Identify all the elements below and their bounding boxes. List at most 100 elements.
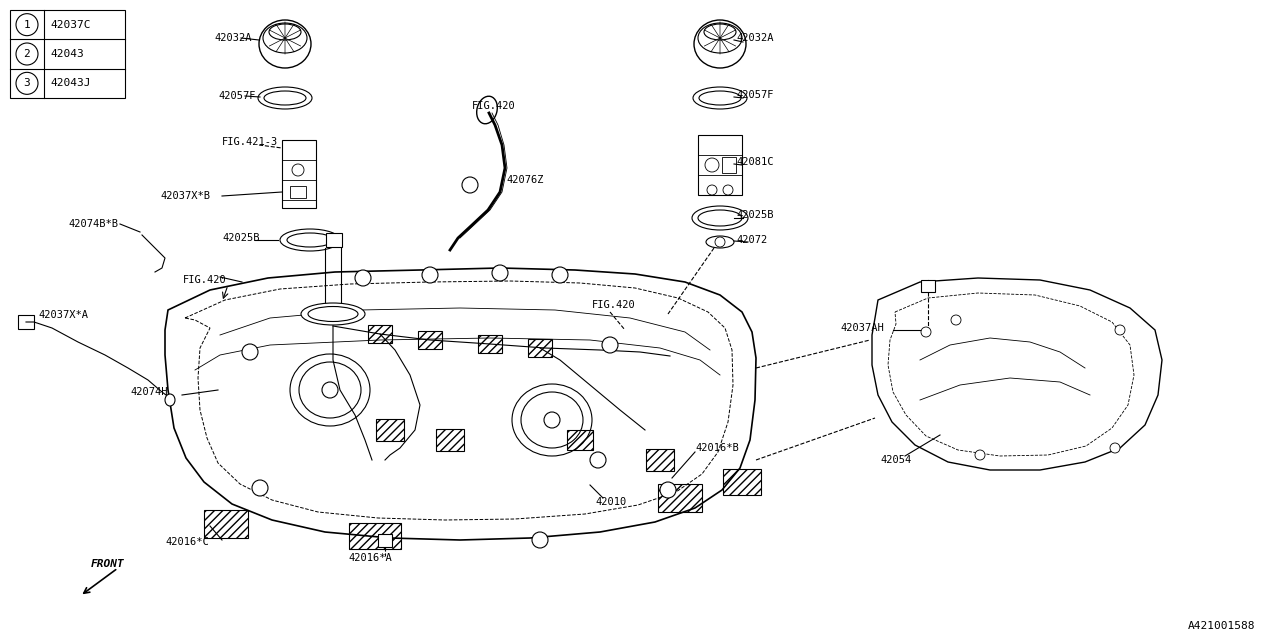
Text: 42016*C: 42016*C bbox=[165, 537, 209, 547]
Text: 42032A: 42032A bbox=[214, 33, 251, 43]
Text: 42074B*B: 42074B*B bbox=[68, 219, 118, 229]
Circle shape bbox=[492, 265, 508, 281]
Text: 42016*B: 42016*B bbox=[695, 443, 739, 453]
Text: 3: 3 bbox=[23, 78, 31, 88]
Text: 42057F: 42057F bbox=[736, 90, 773, 100]
Circle shape bbox=[552, 267, 568, 283]
Circle shape bbox=[723, 185, 733, 195]
Text: 42010: 42010 bbox=[595, 497, 626, 507]
Polygon shape bbox=[165, 268, 756, 540]
Text: B: B bbox=[332, 235, 337, 245]
Ellipse shape bbox=[704, 24, 736, 40]
Text: 42037AH: 42037AH bbox=[840, 323, 883, 333]
Text: 42016*A: 42016*A bbox=[348, 553, 392, 563]
Text: A: A bbox=[925, 281, 931, 291]
Text: 42025B: 42025B bbox=[736, 210, 773, 220]
Ellipse shape bbox=[699, 91, 741, 105]
Bar bbox=[349, 523, 401, 549]
Bar bbox=[204, 510, 248, 538]
Circle shape bbox=[292, 164, 305, 176]
Circle shape bbox=[590, 452, 605, 468]
Bar bbox=[436, 429, 465, 451]
Circle shape bbox=[422, 267, 438, 283]
Ellipse shape bbox=[698, 23, 742, 53]
Text: FIG.420: FIG.420 bbox=[472, 101, 516, 111]
Ellipse shape bbox=[692, 87, 748, 109]
Text: 42074H: 42074H bbox=[131, 387, 168, 397]
Text: 42037X*A: 42037X*A bbox=[38, 310, 88, 320]
Text: 42043J: 42043J bbox=[50, 78, 91, 88]
Circle shape bbox=[355, 270, 371, 286]
Bar bbox=[419, 331, 442, 349]
Text: 42032A: 42032A bbox=[736, 33, 773, 43]
Circle shape bbox=[707, 185, 717, 195]
Circle shape bbox=[922, 327, 931, 337]
Ellipse shape bbox=[165, 394, 175, 406]
Text: 2: 2 bbox=[23, 49, 31, 59]
Polygon shape bbox=[872, 278, 1162, 470]
Bar bbox=[10, 10, 125, 98]
Text: 42076Z: 42076Z bbox=[506, 175, 544, 185]
Circle shape bbox=[323, 382, 338, 398]
Ellipse shape bbox=[707, 236, 733, 248]
Ellipse shape bbox=[308, 307, 358, 321]
Text: A: A bbox=[381, 535, 388, 545]
Circle shape bbox=[660, 482, 676, 498]
Circle shape bbox=[1115, 325, 1125, 335]
Bar bbox=[658, 484, 701, 512]
Bar bbox=[723, 469, 762, 495]
Text: 1: 1 bbox=[328, 385, 333, 395]
Text: FIG.420: FIG.420 bbox=[183, 275, 227, 285]
Bar bbox=[18, 315, 35, 329]
Text: FRONT: FRONT bbox=[91, 559, 125, 569]
Circle shape bbox=[975, 450, 986, 460]
Text: 3: 3 bbox=[557, 270, 563, 280]
Bar bbox=[646, 449, 675, 471]
Circle shape bbox=[242, 344, 259, 360]
Text: 42043: 42043 bbox=[50, 49, 83, 59]
Text: 42037X*B: 42037X*B bbox=[160, 191, 210, 201]
Circle shape bbox=[951, 315, 961, 325]
Circle shape bbox=[462, 177, 477, 193]
Bar bbox=[291, 186, 306, 198]
Text: 42054: 42054 bbox=[881, 455, 911, 465]
Text: A421001588: A421001588 bbox=[1188, 621, 1254, 631]
Circle shape bbox=[15, 43, 38, 65]
Ellipse shape bbox=[262, 23, 307, 53]
Text: 3: 3 bbox=[607, 340, 613, 350]
Bar bbox=[376, 419, 404, 441]
Bar bbox=[567, 430, 593, 450]
Bar bbox=[922, 280, 934, 292]
Circle shape bbox=[544, 412, 561, 428]
Text: 42037C: 42037C bbox=[50, 20, 91, 29]
Ellipse shape bbox=[259, 87, 312, 109]
Circle shape bbox=[15, 13, 38, 36]
Bar bbox=[378, 534, 392, 547]
Text: 42081C: 42081C bbox=[736, 157, 773, 167]
Bar bbox=[326, 233, 342, 247]
Circle shape bbox=[532, 532, 548, 548]
Text: 42025B: 42025B bbox=[221, 233, 260, 243]
Ellipse shape bbox=[301, 303, 365, 325]
Text: 1: 1 bbox=[467, 180, 472, 190]
Ellipse shape bbox=[264, 91, 306, 105]
Ellipse shape bbox=[692, 206, 748, 230]
Ellipse shape bbox=[259, 20, 311, 68]
Text: 42072: 42072 bbox=[736, 235, 767, 245]
Bar bbox=[722, 157, 736, 173]
Text: 42057F: 42057F bbox=[218, 91, 256, 101]
Text: 3: 3 bbox=[257, 483, 262, 493]
Text: 3: 3 bbox=[666, 485, 671, 495]
Circle shape bbox=[15, 72, 38, 94]
Text: B: B bbox=[23, 317, 29, 327]
Text: 2: 2 bbox=[595, 455, 600, 465]
Text: 1: 1 bbox=[549, 415, 556, 425]
Text: FIG.420: FIG.420 bbox=[591, 300, 636, 310]
Circle shape bbox=[716, 237, 724, 247]
Circle shape bbox=[252, 480, 268, 496]
Text: 2: 2 bbox=[247, 347, 253, 357]
Text: 3: 3 bbox=[497, 268, 503, 278]
Ellipse shape bbox=[280, 229, 340, 251]
Bar bbox=[477, 335, 502, 353]
Bar bbox=[698, 135, 742, 195]
